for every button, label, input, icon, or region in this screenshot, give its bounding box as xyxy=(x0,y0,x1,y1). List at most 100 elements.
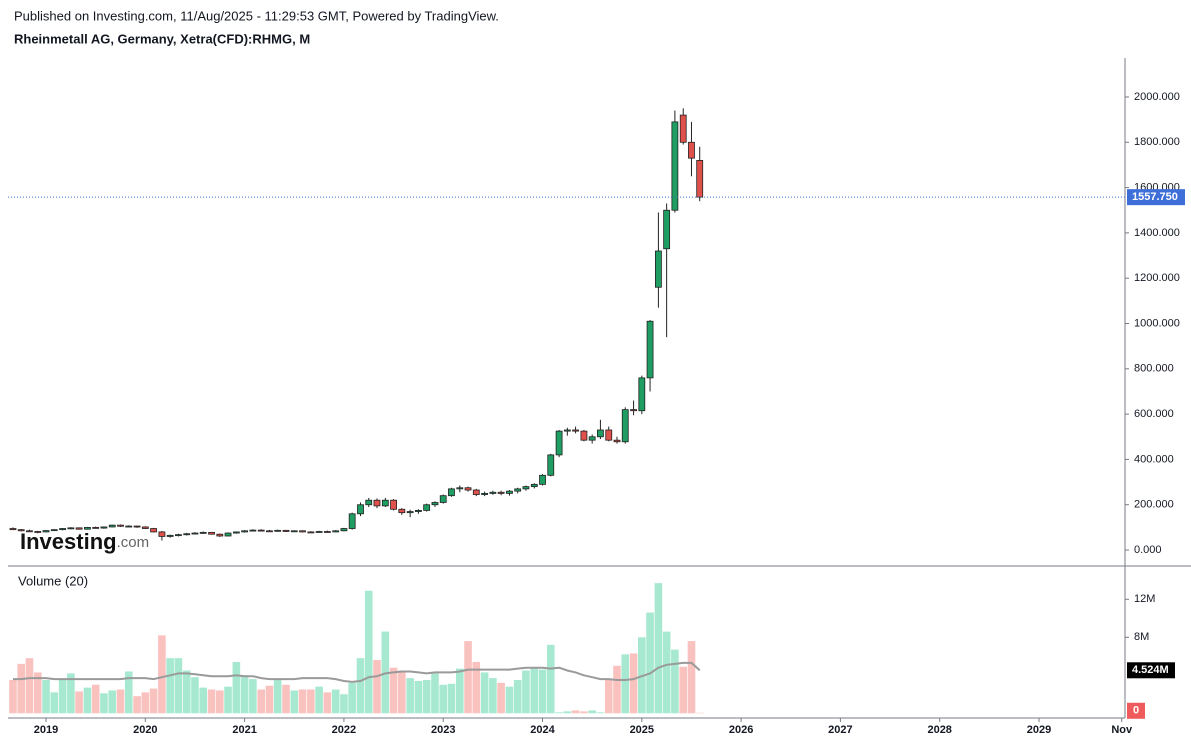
candle xyxy=(406,509,414,518)
volume-bar xyxy=(67,673,75,714)
candle-body xyxy=(398,508,406,514)
candle xyxy=(282,529,290,532)
volume-bar xyxy=(422,680,431,714)
candle-body xyxy=(563,429,571,432)
candle-body xyxy=(216,533,224,537)
volume-bar xyxy=(116,689,125,714)
candle xyxy=(431,501,439,508)
y-tick-label: 1200.000 xyxy=(1134,272,1180,284)
candle-body xyxy=(497,491,505,494)
volume-bar xyxy=(298,689,307,714)
volume-bar xyxy=(224,686,232,714)
volume-bar xyxy=(331,689,340,714)
volume-bar xyxy=(91,684,100,714)
candle-body xyxy=(580,430,588,441)
volume-ma-line xyxy=(13,661,701,683)
candle xyxy=(290,530,298,533)
candle-body xyxy=(133,525,141,528)
volume-bar xyxy=(406,678,414,714)
volume-bar xyxy=(447,683,456,714)
candle xyxy=(299,530,306,533)
volume-bar xyxy=(356,658,365,714)
candle xyxy=(613,436,621,444)
candle-body xyxy=(191,532,199,535)
volume-bar xyxy=(497,682,505,714)
candle-body xyxy=(282,529,290,532)
candle xyxy=(141,526,149,529)
y-tick-label: 12M xyxy=(1134,593,1155,605)
candle xyxy=(59,528,67,531)
x-tick-label: 2027 xyxy=(828,724,852,736)
candle xyxy=(530,483,538,489)
y-tick-label: 800.000 xyxy=(1134,363,1174,375)
candle-body xyxy=(59,528,67,531)
candle xyxy=(17,528,25,532)
volume-bar xyxy=(182,670,191,714)
candle-body xyxy=(340,528,348,532)
candle xyxy=(357,502,364,517)
candle xyxy=(522,485,530,491)
candle-body xyxy=(456,487,464,490)
candle-body xyxy=(249,529,257,532)
candle-body xyxy=(481,493,489,495)
candle-body xyxy=(26,530,33,533)
y-tick-label: 0.000 xyxy=(1134,544,1162,556)
candle-body xyxy=(522,486,530,490)
candle xyxy=(100,526,108,529)
y-tick-label: 1800.000 xyxy=(1134,136,1180,148)
candle xyxy=(174,533,182,537)
ma-marker-label: 4.524M xyxy=(1132,664,1169,676)
volume-bar xyxy=(679,666,688,714)
candle-body xyxy=(439,495,447,503)
volume-bar xyxy=(646,612,654,714)
volume-bar xyxy=(158,635,166,714)
candle-body xyxy=(489,491,497,494)
candle xyxy=(117,524,124,527)
x-tick-label: 2020 xyxy=(133,724,157,736)
volume-bar xyxy=(240,675,249,714)
candle xyxy=(547,453,555,477)
volume-bar xyxy=(629,653,638,714)
volume-bar xyxy=(166,658,174,714)
candle-body xyxy=(9,528,17,531)
candle-body xyxy=(108,524,116,528)
candle xyxy=(381,497,389,508)
x-tick-label: 2029 xyxy=(1027,724,1051,736)
candle-body xyxy=(117,524,124,527)
volume-bar xyxy=(307,689,315,714)
volume-bar xyxy=(596,712,605,714)
candle-body xyxy=(257,529,265,532)
volume-bar xyxy=(290,690,299,714)
volume-bar xyxy=(538,669,547,714)
logo: Investing.com xyxy=(20,529,149,554)
volume-bar xyxy=(108,690,117,714)
volume-bar xyxy=(75,691,83,714)
volume-bar xyxy=(662,631,671,714)
candle xyxy=(315,530,323,533)
last-price-label: 1557.750 xyxy=(1132,191,1178,203)
candle xyxy=(506,490,513,496)
volume-bar xyxy=(282,684,290,714)
volume-bar xyxy=(100,693,108,714)
volume-bar xyxy=(431,673,439,714)
candle-body xyxy=(34,531,42,533)
candle-body xyxy=(208,531,215,535)
candle xyxy=(663,203,671,338)
volume-bar xyxy=(621,654,630,714)
candle xyxy=(390,499,397,511)
x-tick-label: 2025 xyxy=(630,724,654,736)
x-tick-label: 2019 xyxy=(34,724,58,736)
logo-main: Investing xyxy=(20,529,117,554)
volume-bar xyxy=(348,682,356,714)
y-tick-label: 8M xyxy=(1134,631,1149,643)
candle-body xyxy=(224,532,232,537)
candle-body xyxy=(332,530,340,533)
candle xyxy=(423,503,431,512)
candle-body xyxy=(547,454,555,476)
candle-body xyxy=(290,530,298,533)
candle-body xyxy=(365,499,373,506)
volume-bar xyxy=(232,661,241,714)
volume-bar xyxy=(480,672,489,714)
volume-bar xyxy=(249,679,257,714)
